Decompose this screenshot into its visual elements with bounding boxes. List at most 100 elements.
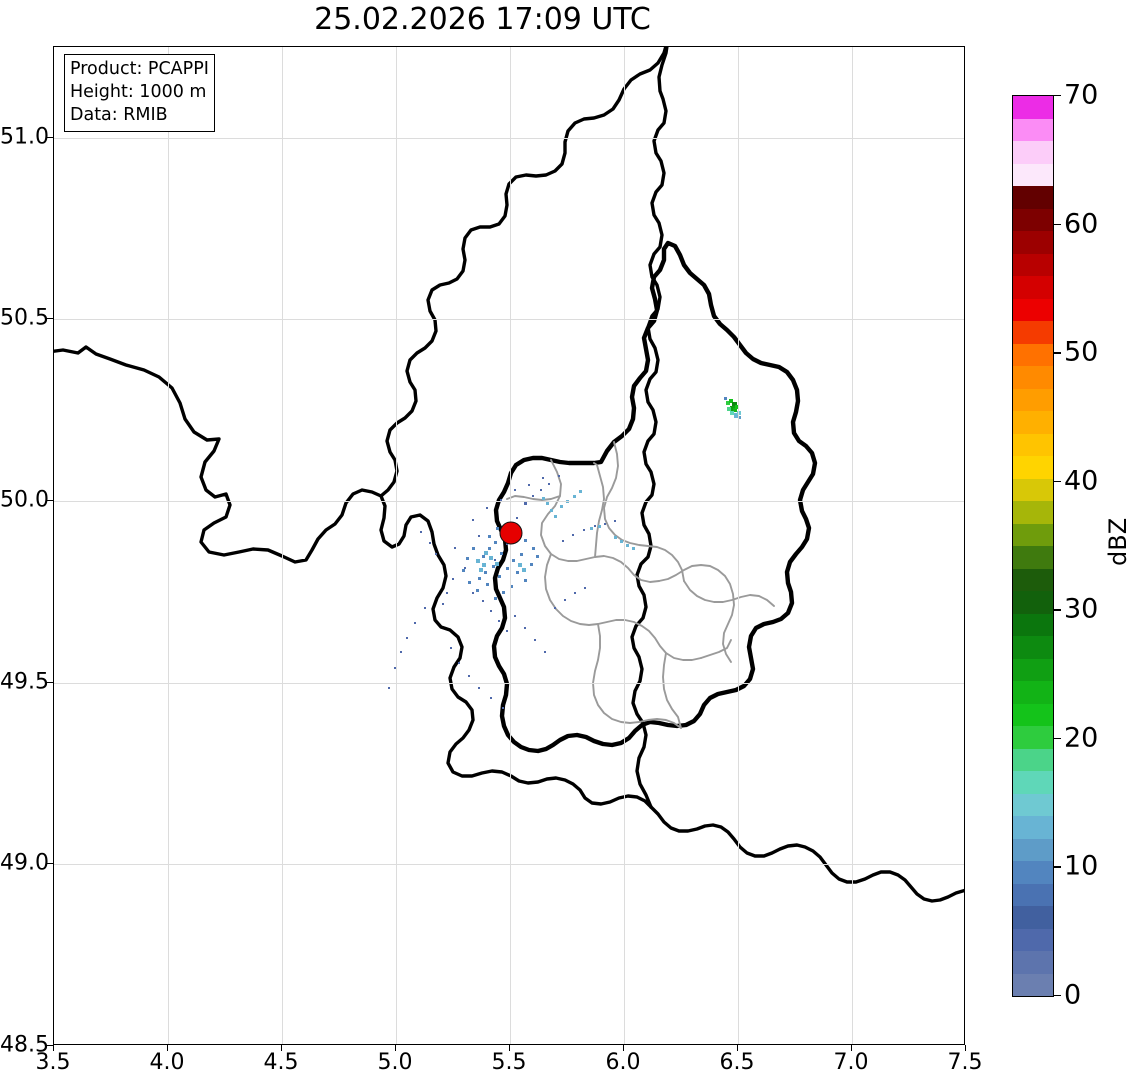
colorbar-band (1013, 253, 1053, 276)
geography-layer (54, 47, 964, 903)
y-axis-tick (47, 863, 53, 865)
colorbar-band (1013, 591, 1053, 614)
x-axis-tick-label-4: 5.5 (491, 1050, 527, 1075)
y-axis-tick (47, 136, 53, 138)
grid-line-horizontal (54, 501, 964, 503)
colorbar-band (1013, 388, 1053, 411)
colorbar-band (1013, 748, 1053, 771)
colorbar-band (1013, 658, 1053, 681)
echo-cell-north-east (724, 397, 741, 419)
map-canvas (54, 47, 964, 1044)
x-axis-tick (965, 1045, 966, 1051)
colorbar-band (1013, 118, 1053, 141)
radar-station-marker[interactable] (499, 521, 523, 545)
grid-line-vertical (396, 47, 397, 1044)
colorbar-band (1013, 501, 1053, 524)
grid-line-horizontal (54, 319, 964, 321)
colorbar-band (1013, 96, 1053, 119)
colorbar-band (1013, 298, 1053, 321)
x-axis-tick (737, 1045, 738, 1051)
x-axis-tick-label-1: 4.0 (149, 1050, 185, 1075)
radar-echo-layer (388, 397, 741, 709)
colorbar-band (1013, 636, 1053, 659)
colorbar-band (1013, 433, 1053, 456)
grid-line-horizontal (54, 864, 964, 866)
radar-map-plot[interactable] (53, 46, 965, 1045)
colorbar-band (1013, 568, 1053, 591)
country-borders (54, 47, 964, 903)
y-axis-tick-label-0: 48.5 (0, 1032, 49, 1058)
region-borders (506, 441, 775, 729)
colorbar-band (1013, 208, 1053, 231)
colorbar-band (1013, 478, 1053, 501)
colorbar-tick (1054, 995, 1061, 997)
colorbar-title: dBZ (1104, 517, 1132, 566)
colorbar-tick-label-1: 10 (1064, 850, 1099, 882)
x-axis-tick-label-5: 6.0 (605, 1050, 641, 1075)
echo-speckle (388, 475, 616, 709)
colorbar-band (1013, 546, 1053, 569)
colorbar-band (1013, 456, 1053, 479)
colorbar-band (1013, 883, 1053, 906)
grid-line-horizontal (54, 137, 964, 139)
colorbar-tick (1054, 95, 1061, 97)
y-axis-tick-label-1: 49.0 (0, 850, 49, 876)
colorbar-band (1013, 906, 1053, 929)
luxembourg-border (491, 240, 818, 754)
colorbar-band (1013, 276, 1053, 299)
grid-line-vertical (510, 47, 511, 1044)
colorbar-tick-label-4: 40 (1064, 465, 1099, 497)
colorbar-band (1013, 411, 1053, 434)
colorbar-band (1013, 163, 1053, 186)
colorbar-band (1013, 186, 1053, 209)
x-axis-tick-label-2: 4.5 (263, 1050, 299, 1075)
colorbar-band (1013, 703, 1053, 726)
colorbar-tick (1054, 223, 1061, 225)
y-axis-tick (47, 318, 53, 320)
echo-bright (476, 490, 635, 572)
colorbar-tick (1054, 480, 1061, 483)
colorbar-band (1013, 726, 1053, 749)
x-axis-tick (509, 1045, 510, 1051)
x-axis-tick (281, 1045, 282, 1051)
x-axis-tick (623, 1045, 624, 1051)
x-axis-tick (53, 1045, 54, 1051)
colorbar-tick-label-6: 60 (1064, 208, 1099, 240)
grid-line-vertical (738, 47, 739, 1044)
colorbar-band (1013, 951, 1053, 974)
info-product: Product: PCAPPI (70, 59, 209, 79)
grid-line-vertical (168, 47, 169, 1044)
page-title: 25.02.2026 17:09 UTC (314, 2, 651, 37)
colorbar-band (1013, 973, 1053, 996)
info-box: Product: PCAPPI Height: 1000 m Data: RMI… (64, 54, 215, 133)
y-axis-tick (47, 500, 53, 502)
x-axis-tick (395, 1045, 396, 1051)
x-axis-tick-label-0: 3.5 (35, 1050, 71, 1075)
info-data: Data: RMIB (70, 105, 168, 126)
colorbar[interactable] (1012, 95, 1054, 997)
y-axis-tick-label-5: 51.0 (0, 124, 49, 150)
colorbar-band (1013, 613, 1053, 636)
colorbar-band (1013, 681, 1053, 704)
colorbar-band (1013, 523, 1053, 546)
y-axis-tick-label-2: 49.5 (0, 669, 49, 695)
colorbar-band (1013, 928, 1053, 951)
colorbar-band (1013, 321, 1053, 344)
colorbar-tick-label-2: 20 (1064, 722, 1099, 754)
y-axis-tick-label-3: 50.0 (0, 487, 49, 513)
colorbar-tick-label-5: 50 (1064, 336, 1099, 368)
colorbar-band (1013, 861, 1053, 884)
colorbar-tick-label-3: 30 (1064, 593, 1099, 625)
colorbar-band (1013, 231, 1053, 254)
colorbar-band (1013, 793, 1053, 816)
colorbar-tick-label-0: 0 (1064, 979, 1082, 1011)
colorbar-tick (1054, 609, 1061, 611)
grid-line-vertical (282, 47, 283, 1044)
colorbar-band (1013, 366, 1053, 389)
y-axis-tick (47, 681, 53, 683)
colorbar-tick (1054, 866, 1061, 868)
y-axis-tick (47, 1045, 53, 1046)
x-axis-tick-label-6: 6.5 (719, 1050, 755, 1075)
colorbar-tick (1054, 737, 1061, 740)
colorbar-tick-label-7: 70 (1064, 79, 1099, 111)
